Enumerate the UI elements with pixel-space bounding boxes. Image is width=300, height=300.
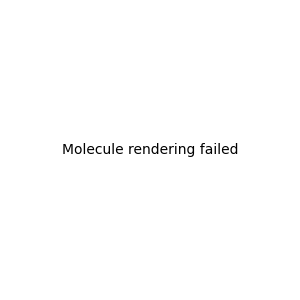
Text: Molecule rendering failed: Molecule rendering failed	[62, 143, 238, 157]
